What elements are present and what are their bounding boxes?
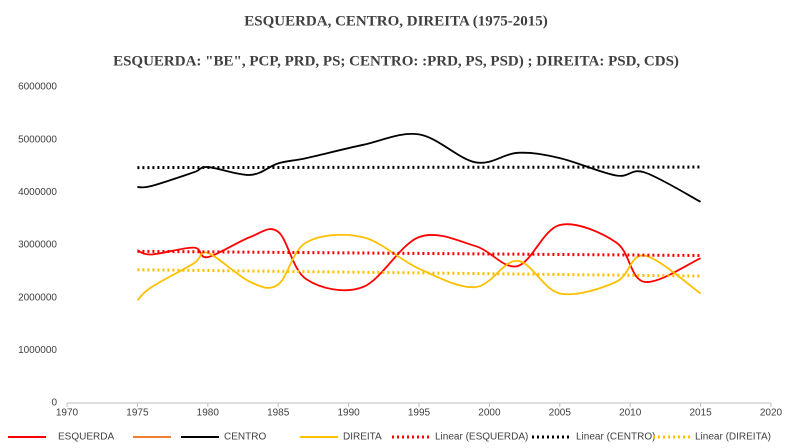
trend-line [137,165,701,170]
x-tick-label: 1980 [197,408,220,419]
y-tick-label: 4000000 [18,187,57,198]
x-tick-label: 1985 [267,408,290,419]
series-line [136,233,702,301]
y-tick-label: 3000000 [18,240,57,251]
series-line [137,132,702,203]
y-tick-label: 6000000 [18,82,57,93]
x-tick-label: 2000 [478,408,501,419]
x-tick-label: 2015 [689,408,712,419]
trend-line [137,268,701,278]
x-tick-label: 2005 [549,408,572,419]
legend-label: Linear (ESQUERDA) [435,432,528,443]
y-tick-label: 5000000 [18,134,57,145]
x-tick-label: 2020 [760,408,783,419]
x-tick-label: 1975 [126,408,149,419]
legend-label: CENTRO [224,432,266,443]
y-tick-label: 0 [51,398,57,409]
y-tick-label: 2000000 [18,292,57,303]
x-tick-label: 1990 [337,408,360,419]
y-tick-label: 1000000 [18,345,57,356]
x-tick-label: 1995 [408,408,431,419]
legend-label: ESQUERDA [58,432,114,443]
legend-label: DIREITA [343,432,382,443]
legend-label: Linear (CENTRO) [576,432,655,443]
trend-line [137,249,701,258]
chart-subtitle: ESQUERDA: "BE", PCP, PRD, PS; CENTRO: :P… [113,53,679,69]
legend-label: Linear (DIREITA) [695,432,771,443]
x-tick-label: 1970 [56,408,79,419]
x-tick-label: 2010 [619,408,642,419]
series-line [137,223,701,292]
chart-title: ESQUERDA, CENTRO, DIREITA (1975-2015) [244,13,548,29]
